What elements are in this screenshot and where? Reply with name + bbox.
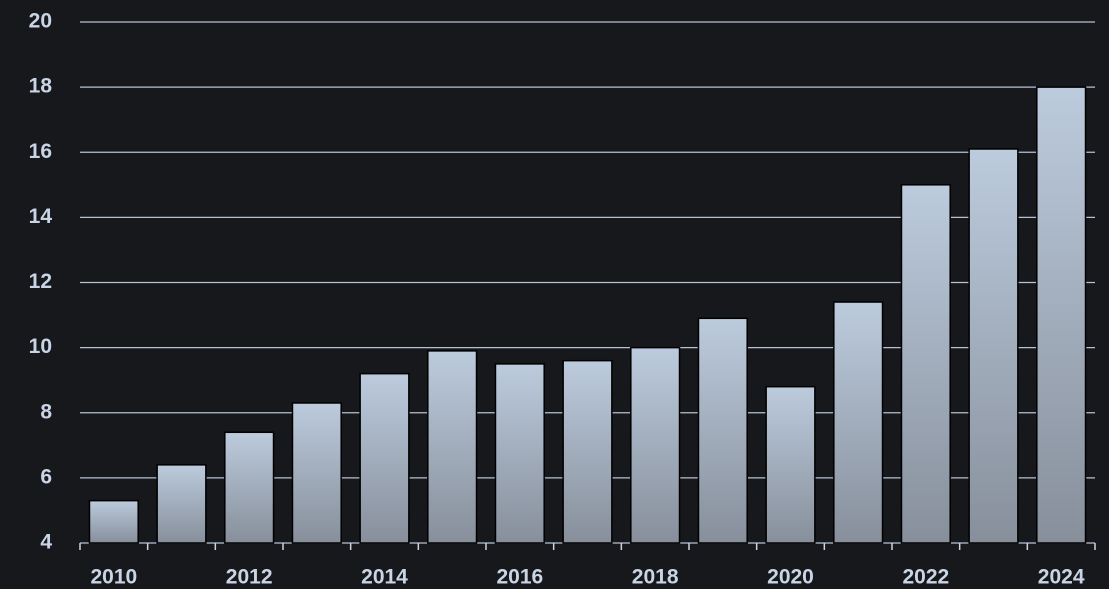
bar <box>156 464 207 544</box>
bar <box>697 317 748 544</box>
x-tick-label: 2012 <box>226 566 273 589</box>
bar <box>562 359 613 544</box>
bar <box>291 402 342 544</box>
bar <box>833 301 884 544</box>
y-tick-label: 8 <box>40 400 52 423</box>
x-tick-label: 2020 <box>767 566 814 589</box>
bar <box>224 431 275 544</box>
x-tick-label: 2024 <box>1038 566 1085 589</box>
bar <box>427 350 478 544</box>
y-tick-label: 4 <box>40 531 52 554</box>
y-tick-label: 12 <box>29 270 52 293</box>
y-tick-label: 10 <box>29 335 52 358</box>
x-tick-label: 2022 <box>902 566 949 589</box>
x-tick-label: 2018 <box>632 566 679 589</box>
bar <box>630 346 681 544</box>
y-tick-label: 14 <box>29 205 53 228</box>
bar <box>900 184 951 544</box>
bar <box>494 363 545 544</box>
bar <box>359 372 410 544</box>
x-tick-label: 2014 <box>361 566 408 589</box>
bar <box>765 385 816 544</box>
bar <box>968 148 1019 544</box>
y-tick-label: 16 <box>29 140 52 163</box>
bar <box>88 499 139 544</box>
y-tick-label: 6 <box>40 465 52 488</box>
x-tick-label: 2010 <box>90 566 137 589</box>
x-tick-label: 2016 <box>496 566 543 589</box>
y-tick-label: 18 <box>29 75 53 98</box>
y-tick-label: 20 <box>29 10 52 33</box>
bar <box>1036 86 1087 544</box>
